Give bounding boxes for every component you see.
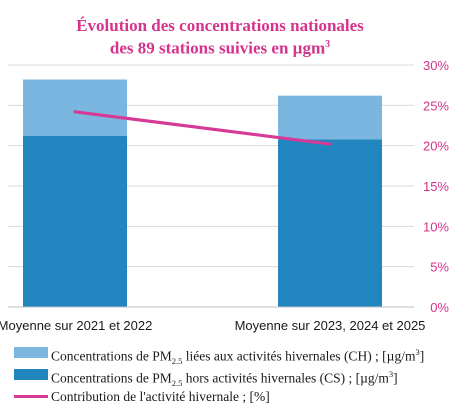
chart-plot: 0% 5% 10% 15% 20% 25% 30% Moyenne sur 2021 et 2… — [0, 58, 449, 333]
chart-title-line-2-sup: 3 — [325, 39, 331, 50]
right-axis-tick-label: 30% — [423, 58, 449, 73]
legend-label-hors-hivernal: Concentrations de PM2.5 hors activités h… — [51, 369, 398, 389]
bar-hivernal — [278, 95, 382, 140]
x-axis-category-label: Moyenne sur 2023, 2024 et 2025 — [235, 318, 426, 333]
right-axis-tick-label: 20% — [423, 139, 449, 154]
legend-swatch-hors-hivernal — [14, 369, 48, 380]
chart-title-line-2: des 89 stations suivies en µgm3 — [40, 35, 400, 58]
right-axis-tick-label: 5% — [430, 260, 449, 275]
legend-swatch-hivernal — [14, 347, 48, 358]
right-axis-tick-label: 0% — [430, 300, 449, 315]
bar-hors-hivernal — [23, 135, 127, 307]
bar-hivernal — [23, 79, 127, 136]
legend-swatch-contribution — [14, 395, 48, 398]
right-axis-tick-label: 15% — [423, 179, 449, 194]
legend-label-hivernal: Concentrations de PM2.5 liées aux activi… — [51, 347, 425, 367]
bar-hors-hivernal — [278, 139, 382, 307]
chart-title: Évolution des concentrations nationales … — [40, 16, 400, 58]
chart-title-line-2-text: des 89 stations suivies en µgm — [109, 38, 326, 58]
contribution-line — [73, 110, 332, 146]
x-axis-category-label: Moyenne sur 2021 et 2022 — [0, 318, 152, 333]
right-axis-tick-label: 10% — [423, 219, 449, 234]
chart-title-line-1: Évolution des concentrations nationales — [76, 16, 364, 35]
legend-label-contribution: Contribution de l'activité hivernale ; [… — [51, 389, 270, 404]
right-axis-tick-label: 25% — [423, 98, 449, 113]
